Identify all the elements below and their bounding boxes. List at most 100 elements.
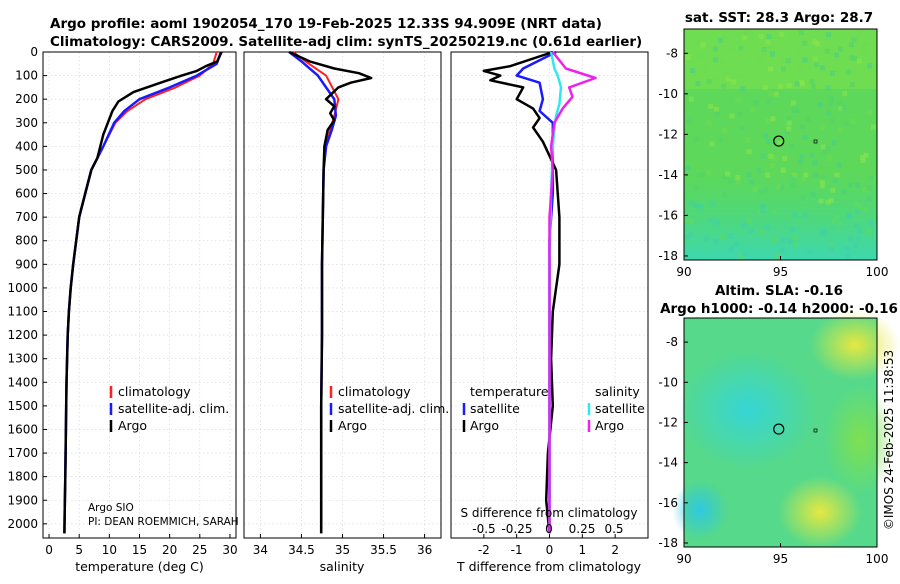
sst-pixel: [790, 182, 796, 188]
y-tick-label: 100: [15, 69, 38, 83]
salinity-panel: 34 34.5 35 35.5 36 salinity climatology sate…: [243, 50, 449, 574]
sst-pixel: [768, 153, 774, 159]
sal-tick-label: -0.25: [501, 522, 532, 536]
sst-pixel: [736, 73, 742, 79]
map-x-tick-label: 95: [773, 552, 788, 566]
sst-pixel: [727, 73, 733, 79]
x-tick-label: -2: [478, 543, 490, 557]
map-x-tick-label: 100: [866, 552, 889, 566]
x-tick-label: 1: [579, 543, 587, 557]
sst-pixel: [824, 48, 830, 54]
sst-pixel: [769, 163, 775, 168]
legend-label-sal-argo: Argo: [595, 418, 624, 433]
sst-pixel: [684, 235, 690, 241]
sst-pixel: [718, 37, 724, 43]
sst-pixel: [714, 220, 720, 225]
map-y-tick-label: -10: [658, 87, 678, 101]
sst-pixel: [761, 47, 767, 52]
y-tick-label: 1500: [7, 399, 38, 413]
sst-pixel: [836, 162, 842, 168]
sla-low-anomaly: [678, 350, 818, 470]
sla-low-anomaly-southwest: [672, 480, 728, 540]
float-owner-annotation: Argo SIO: [88, 502, 134, 514]
sst-pixel: [812, 56, 818, 62]
sst-pixel: [728, 246, 734, 252]
map-y-tick-label: -18: [658, 249, 678, 263]
sst-pixel: [830, 70, 835, 76]
sst-pixel: [684, 217, 690, 223]
y-tick-label: 300: [15, 116, 38, 130]
sst-pixel: [725, 171, 730, 177]
sst-pixel: [812, 39, 818, 45]
sst-pixel: [829, 242, 834, 248]
y-tick-label: 400: [15, 139, 38, 153]
map-y-tick-label: -14: [658, 168, 678, 182]
sst-pixel: [727, 233, 733, 239]
sst-pixel: [866, 229, 872, 235]
sst-pixel: [812, 172, 818, 178]
sst-pixel: [800, 195, 806, 201]
float-track-marker: [813, 428, 818, 433]
x-tick-label: 34.5: [288, 543, 315, 557]
sst-pixel: [758, 57, 764, 63]
sst-pixel: [841, 189, 847, 194]
sst-pixel: [799, 79, 805, 85]
sst-pixel: [807, 84, 812, 90]
sst-pixel: [868, 175, 874, 181]
legend-label-argo: Argo: [338, 418, 367, 433]
sst-pixel: [708, 217, 714, 223]
sst-pixel: [825, 85, 831, 91]
sst-pixel: [838, 46, 843, 52]
sst-pixel: [771, 29, 777, 35]
sst-pixel: [703, 236, 709, 242]
sst-pixel: [819, 230, 825, 236]
x-tick-label: 20: [162, 543, 177, 557]
salinity-difference-axis-label: S difference from climatology: [461, 506, 638, 520]
sst-pixel: [857, 228, 863, 234]
sst-pixel: [771, 208, 777, 214]
sst-pixel: [796, 51, 802, 57]
sst-pixel: [746, 172, 752, 178]
sst-pixel: [797, 67, 803, 73]
map-x-tick-label: 95: [773, 265, 788, 279]
sla-high-anomaly-south: [778, 476, 862, 548]
sst-pixel: [848, 55, 854, 61]
sst-pixel: [852, 37, 858, 43]
x-tick-label: 0: [45, 543, 53, 557]
y-tick-label: 1100: [7, 305, 38, 319]
series-argo: [288, 50, 373, 534]
sst-pixel: [686, 118, 692, 124]
sst-pixel: [730, 46, 736, 52]
sst-pixel: [756, 167, 762, 173]
sst-pixel: [720, 59, 726, 65]
sst-pixel: [846, 212, 852, 218]
sst-pixel: [741, 222, 747, 228]
sst-pixel: [685, 165, 691, 171]
sst-pixel: [826, 32, 832, 38]
sst-pixel: [715, 111, 721, 117]
sst-pixel: [792, 212, 798, 218]
sst-pixel: [794, 108, 800, 114]
sst-pixel: [867, 196, 872, 202]
sst-pixel: [825, 146, 831, 151]
sst-pixel: [770, 51, 775, 57]
sst-pixel: [737, 111, 743, 117]
sst-pixel: [780, 66, 786, 72]
sst-pixel: [828, 198, 834, 204]
y-tick-label: 1000: [7, 281, 38, 295]
sst-pixel: [687, 232, 693, 238]
legend-title-salinity: salinity: [595, 384, 640, 399]
map-x-tick-label: 90: [676, 265, 691, 279]
sst-pixel: [685, 54, 691, 60]
x-tick-label: 30: [222, 543, 237, 557]
sst-pixel: [820, 175, 826, 181]
sst-pixel: [867, 63, 873, 69]
sst-pixel: [819, 179, 825, 185]
sst-pixel: [854, 209, 860, 215]
sst-pixel: [767, 91, 773, 97]
sst-pixel: [703, 67, 709, 73]
sst-pixel: [758, 33, 764, 39]
y-tick-label: 900: [15, 257, 38, 271]
sst-pixel: [714, 106, 719, 112]
sst-pixel: [768, 66, 773, 72]
